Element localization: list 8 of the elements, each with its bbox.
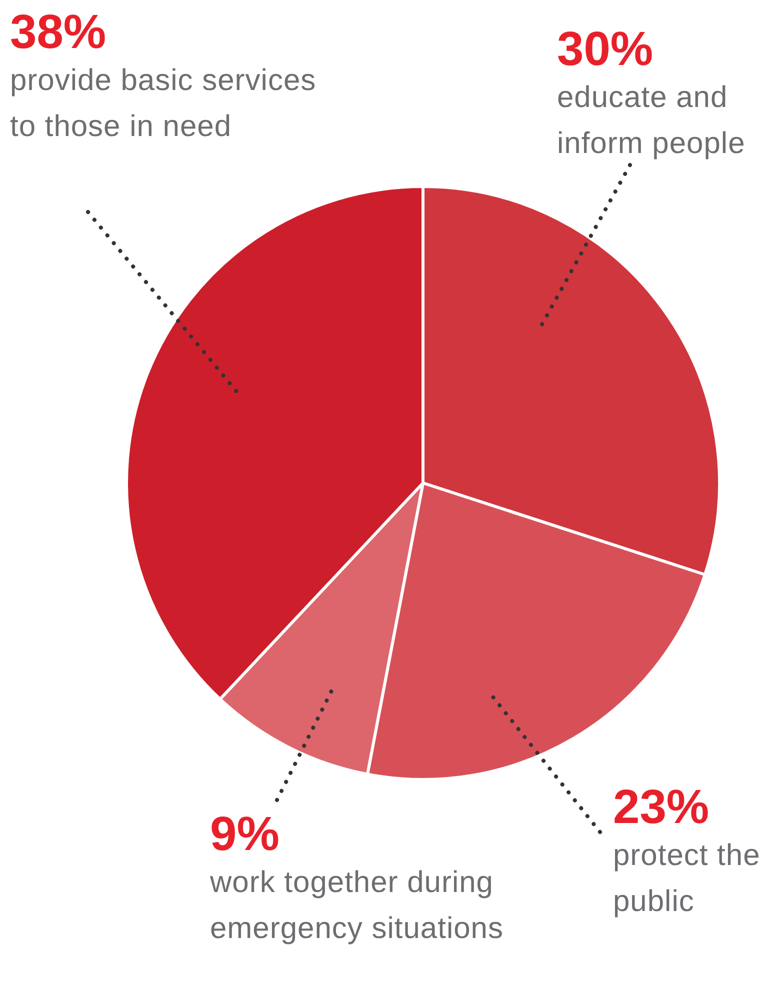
slice-label: educate and inform people	[557, 80, 746, 162]
data-label: 23%	[613, 781, 710, 834]
slice-label: provide basic services to those in need	[10, 63, 318, 145]
slice-label: protect the public	[613, 838, 762, 920]
data-label: 38%	[10, 6, 108, 59]
data-label: 9%	[210, 808, 280, 861]
data-label: 30%	[557, 23, 654, 76]
slice-label: work together during emergency situations	[210, 865, 504, 947]
